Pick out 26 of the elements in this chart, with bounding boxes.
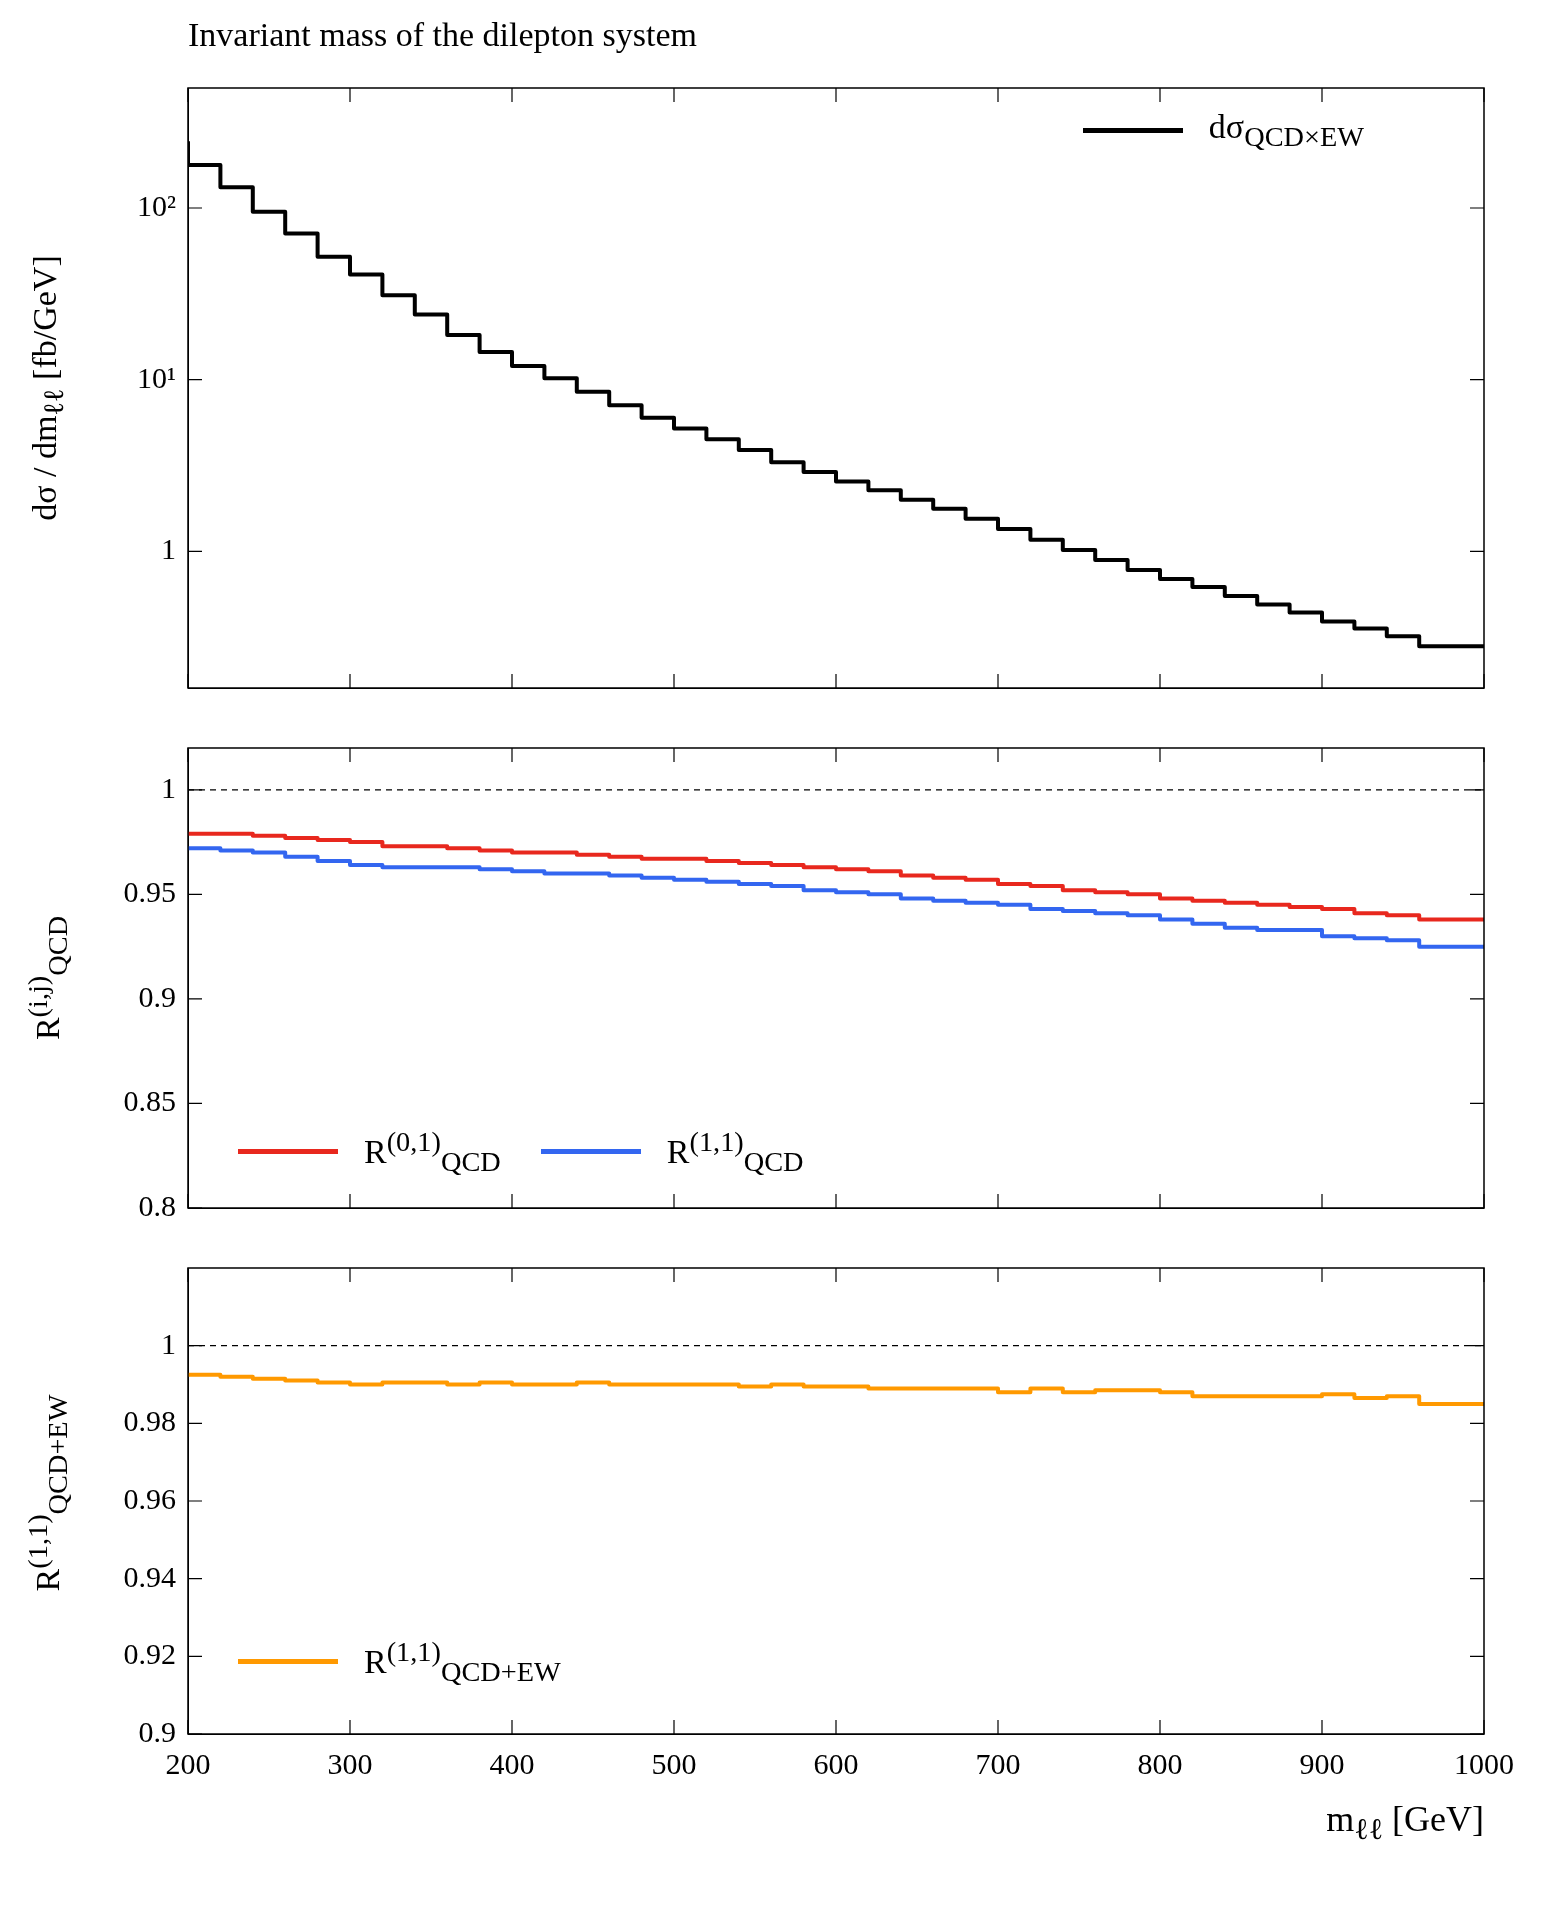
x-tick-label: 900 <box>1299 1746 1345 1780</box>
x-tick-label: 800 <box>1137 1746 1183 1780</box>
x-tick-label: 300 <box>327 1746 373 1780</box>
y-tick-label: 0.92 <box>123 1637 176 1671</box>
y-tick-label: 0.8 <box>138 1188 176 1222</box>
y-tick-label: 1 <box>161 770 176 804</box>
legend-label: dσ$_{QCD×EW}$ <box>1208 108 1364 153</box>
x-tick-label: 700 <box>975 1746 1021 1780</box>
y-tick-label: 0.95 <box>123 875 176 909</box>
y-tick-label: 0.96 <box>123 1481 176 1515</box>
y-tick-label: 0.98 <box>123 1404 176 1438</box>
x-axis-title: m$_{ℓℓ}$ [GeV] <box>1325 1798 1484 1847</box>
y-tick-label: 1 <box>161 1326 176 1360</box>
y-tick-label: 0.9 <box>138 979 176 1013</box>
x-tick-label: 400 <box>489 1746 535 1780</box>
y-tick-label: 10² <box>137 188 176 222</box>
y-tick-label: 10¹ <box>137 360 176 394</box>
y-tick-label: 0.9 <box>138 1714 176 1748</box>
y-tick-label: 0.94 <box>123 1559 176 1593</box>
y-tick-label: 1 <box>161 532 176 566</box>
x-tick-label: 600 <box>813 1746 859 1780</box>
x-tick-label: 200 <box>165 1746 211 1780</box>
x-tick-label: 500 <box>651 1746 697 1780</box>
x-tick-label: 1000 <box>1454 1746 1514 1780</box>
y-tick-label: 0.85 <box>123 1084 176 1118</box>
chart-title: Invariant mass of the dilepton system <box>188 16 698 54</box>
